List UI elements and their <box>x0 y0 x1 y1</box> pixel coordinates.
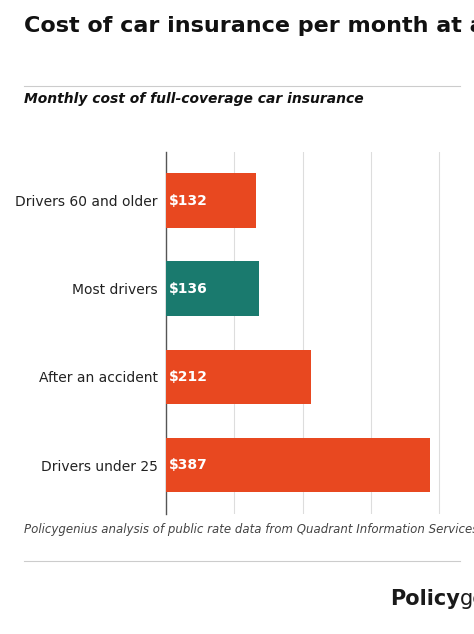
Text: Policy: Policy <box>390 589 460 609</box>
Text: Cost of car insurance per month at a glance: Cost of car insurance per month at a gla… <box>24 16 474 36</box>
Text: $132: $132 <box>169 193 208 208</box>
Bar <box>166 261 259 316</box>
Text: $387: $387 <box>169 458 208 472</box>
Text: Monthly cost of full-coverage car insurance: Monthly cost of full-coverage car insura… <box>24 92 364 106</box>
Bar <box>166 437 430 493</box>
Bar <box>166 173 256 228</box>
Text: genius: genius <box>460 589 474 609</box>
Text: $136: $136 <box>169 281 208 296</box>
Text: Policygenius analysis of public rate data from Quadrant Information Services: Policygenius analysis of public rate dat… <box>24 523 474 536</box>
Bar <box>166 349 311 404</box>
Text: $212: $212 <box>169 370 208 384</box>
